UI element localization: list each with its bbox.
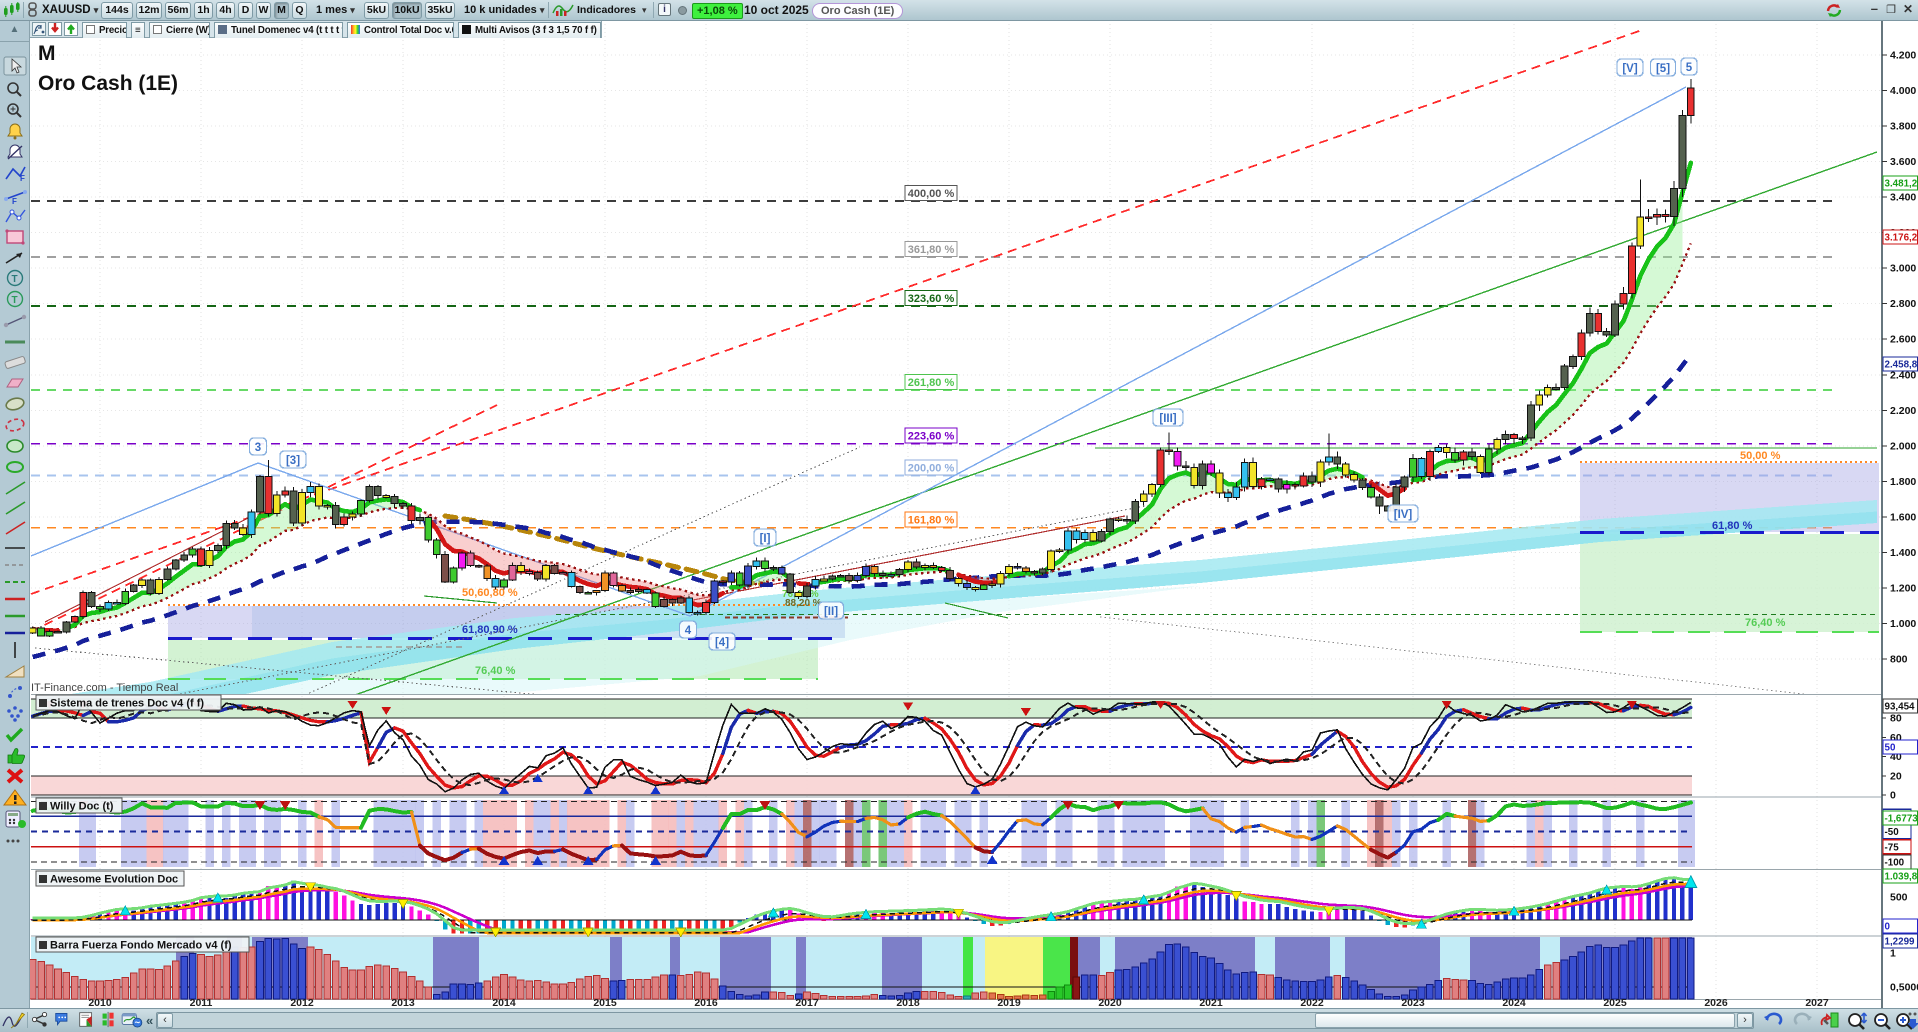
svg-text:1.800: 1.800 [1890,476,1916,488]
svg-text:2023: 2023 [1401,997,1425,1008]
svg-text:2.458,8: 2.458,8 [1885,360,1918,371]
svg-text:323,60 %: 323,60 % [908,293,955,305]
svg-text:200,00 %: 200,00 % [908,463,955,475]
svg-text:1,2299: 1,2299 [1885,937,1916,948]
svg-text:IT-Finance.com - Tiempo Real: IT-Finance.com - Tiempo Real [31,682,178,694]
svg-text:50: 50 [1885,743,1896,754]
svg-text:76,40 %: 76,40 % [1745,617,1786,629]
svg-text:3: 3 [255,442,261,454]
svg-text:[5]: [5] [1656,63,1670,75]
svg-text:Oro Cash (1E): Oro Cash (1E) [38,72,178,95]
svg-text:400,00 %: 400,00 % [908,188,955,200]
svg-text:5: 5 [1686,62,1693,74]
svg-text:-50: -50 [1885,827,1900,838]
svg-text:-1,6773: -1,6773 [1885,814,1918,825]
svg-text:1.039,8: 1.039,8 [1885,872,1918,883]
svg-text:2015: 2015 [593,997,617,1008]
svg-text:800: 800 [1890,653,1908,665]
svg-text:Barra Fuerza Fondo Mercado v4: Barra Fuerza Fondo Mercado v4 (f) [50,940,232,952]
svg-text:1.600: 1.600 [1890,511,1916,523]
svg-text:0: 0 [1890,790,1896,802]
svg-text:0,5000: 0,5000 [1890,982,1918,994]
svg-text:2.000: 2.000 [1890,440,1916,452]
svg-text:Awesome Evolution Doc: Awesome Evolution Doc [50,874,178,886]
svg-text:[I]: [I] [760,533,771,545]
svg-text:M: M [38,42,56,65]
svg-text:[III]: [III] [1159,413,1176,425]
svg-text:20: 20 [1890,770,1902,782]
svg-text:T: T [12,295,18,306]
svg-text:88,20 %: 88,20 % [785,598,822,609]
svg-text:[II]: [II] [824,606,838,618]
svg-text:80: 80 [1890,713,1902,725]
svg-text:1: 1 [1890,948,1896,960]
svg-text:2027: 2027 [1805,997,1829,1008]
svg-text:4.200: 4.200 [1890,50,1916,62]
svg-text:[3]: [3] [286,455,300,467]
svg-text:3.481,2: 3.481,2 [1885,179,1918,190]
svg-text:500: 500 [1890,892,1908,904]
svg-text:1.200: 1.200 [1890,582,1916,594]
svg-text:50,60,80 %: 50,60,80 % [462,587,518,599]
svg-text:[IV]: [IV] [1394,509,1413,521]
svg-text:2017: 2017 [795,997,819,1008]
svg-text:F: F [20,174,25,183]
svg-text:4.000: 4.000 [1890,85,1916,97]
svg-text:2.200: 2.200 [1890,405,1916,417]
svg-text:2022: 2022 [1300,997,1324,1008]
svg-text:2.800: 2.800 [1890,298,1916,310]
svg-text:-75: -75 [1885,842,1900,853]
svg-text:3.600: 3.600 [1890,156,1916,168]
svg-text:161,80 %: 161,80 % [908,515,955,527]
svg-text:93,454: 93,454 [1885,702,1916,713]
svg-text:1.000: 1.000 [1890,618,1916,630]
svg-text:2018: 2018 [896,997,920,1008]
svg-text:1.400: 1.400 [1890,547,1916,559]
svg-text:F: F [12,197,17,206]
svg-text:2025: 2025 [1603,997,1627,1008]
svg-text:3.400: 3.400 [1890,192,1916,204]
svg-text:2.400: 2.400 [1890,369,1916,381]
svg-text:Sistema de trenes Doc v4 (f f): Sistema de trenes Doc v4 (f f) [50,698,204,710]
svg-text:3.800: 3.800 [1890,121,1916,133]
svg-text:2013: 2013 [391,997,415,1008]
svg-text:50,00 %: 50,00 % [1740,450,1781,462]
svg-text:76,40 %: 76,40 % [475,665,516,677]
svg-text:2014: 2014 [492,997,516,1008]
svg-text:2021: 2021 [1199,997,1223,1008]
svg-text:[V]: [V] [1622,63,1638,75]
svg-text:223,60 %: 223,60 % [908,431,955,443]
svg-text:60: 60 [1890,732,1902,744]
svg-text:[4]: [4] [715,637,729,649]
svg-text:2012: 2012 [290,997,314,1008]
svg-text:2026: 2026 [1704,997,1728,1008]
svg-text:361,80 %: 361,80 % [908,244,955,256]
svg-text:2010: 2010 [88,997,112,1008]
svg-text:61,80,90 %: 61,80,90 % [462,624,518,636]
svg-text:T: T [12,274,18,285]
svg-text:0: 0 [1885,922,1891,933]
svg-text:2019: 2019 [997,997,1021,1008]
svg-text:2011: 2011 [190,997,213,1008]
svg-text:261,80 %: 261,80 % [908,377,955,389]
svg-text:61,80 %: 61,80 % [1712,520,1753,532]
svg-text:Willy Doc (t): Willy Doc (t) [50,801,114,813]
svg-text:40: 40 [1890,751,1902,763]
svg-text:3.000: 3.000 [1890,263,1916,275]
svg-text:3.176,2: 3.176,2 [1885,233,1918,244]
svg-text:-100: -100 [1885,858,1905,869]
svg-text:4: 4 [685,625,692,637]
svg-text:2024: 2024 [1502,997,1526,1008]
svg-text:2020: 2020 [1098,997,1122,1008]
svg-text:2.600: 2.600 [1890,334,1916,346]
svg-text:2016: 2016 [694,997,718,1008]
